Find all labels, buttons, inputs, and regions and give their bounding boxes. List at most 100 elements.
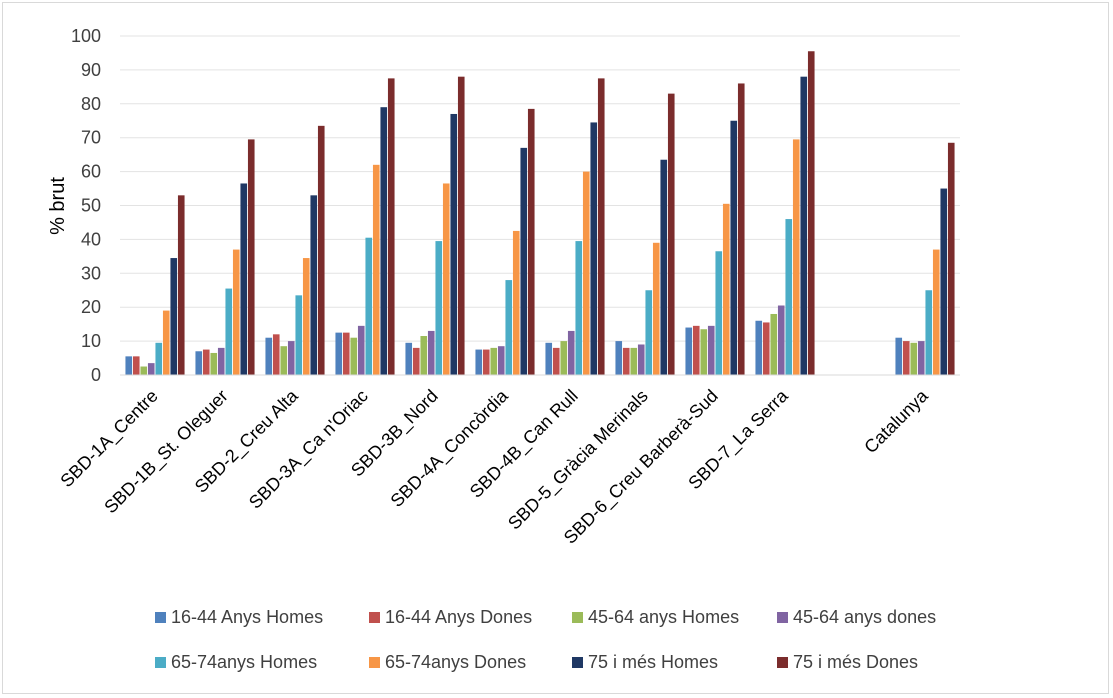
bar bbox=[450, 113, 458, 375]
bar bbox=[737, 83, 745, 376]
bar bbox=[582, 171, 590, 375]
grouped-bar-chart: 0 10 20 30 40 50 60 70 80 90 100 SBD-1A_CentreSBD-… bbox=[47, 26, 960, 672]
y-tick-label: 40 bbox=[81, 229, 101, 249]
bar bbox=[567, 330, 575, 375]
bar bbox=[195, 351, 203, 375]
y-axis-ticks: 0 10 20 30 40 50 60 70 80 90 100 bbox=[71, 26, 101, 385]
bar bbox=[560, 341, 568, 375]
legend-swatch bbox=[572, 612, 583, 623]
legend-label: 16-44 Anys Dones bbox=[385, 607, 532, 627]
bar bbox=[505, 280, 513, 375]
legend-label: 75 i més Dones bbox=[793, 652, 918, 672]
bar bbox=[667, 93, 675, 375]
bar bbox=[545, 342, 553, 375]
bar bbox=[497, 346, 505, 375]
y-tick-label: 80 bbox=[81, 94, 101, 114]
bar bbox=[302, 258, 310, 375]
bar bbox=[457, 76, 465, 376]
bar bbox=[490, 347, 498, 375]
bar bbox=[807, 51, 815, 375]
legend: 16-44 Anys Homes 16-44 Anys Dones 45-64 an… bbox=[155, 607, 936, 672]
legend-swatch bbox=[369, 612, 380, 623]
bar bbox=[902, 341, 910, 375]
bar bbox=[335, 332, 343, 376]
bar bbox=[310, 195, 318, 375]
y-axis-label: % brut bbox=[47, 177, 69, 235]
y-tick-label: 70 bbox=[81, 128, 101, 148]
bar bbox=[692, 325, 700, 375]
bar bbox=[342, 332, 350, 376]
y-tick-label: 50 bbox=[81, 196, 101, 216]
bar bbox=[700, 329, 708, 375]
bar bbox=[520, 147, 528, 375]
bar bbox=[730, 120, 738, 375]
y-tick-label: 30 bbox=[81, 263, 101, 283]
bar bbox=[552, 347, 560, 375]
bar bbox=[295, 295, 303, 375]
bar bbox=[630, 347, 638, 375]
bar bbox=[527, 108, 535, 375]
bar bbox=[125, 356, 133, 375]
bar bbox=[170, 258, 178, 375]
bar bbox=[442, 183, 450, 375]
bar bbox=[785, 219, 793, 375]
legend-swatch bbox=[572, 657, 583, 668]
bar bbox=[155, 342, 163, 375]
bar bbox=[225, 288, 233, 375]
bar bbox=[575, 241, 583, 375]
bar bbox=[910, 342, 918, 375]
bar bbox=[645, 290, 653, 375]
bar bbox=[722, 203, 730, 375]
bar bbox=[707, 325, 715, 375]
bar bbox=[372, 164, 380, 375]
y-tick-label: 10 bbox=[81, 331, 101, 351]
bar bbox=[777, 305, 785, 375]
bar bbox=[512, 230, 520, 375]
x-category-label: SBD-5_Gràcia Merinals bbox=[504, 386, 653, 535]
bar bbox=[685, 327, 693, 375]
bar bbox=[287, 341, 295, 375]
bar bbox=[597, 78, 605, 376]
bar bbox=[427, 330, 435, 375]
gridlines bbox=[120, 35, 960, 342]
legend-label: 45-64 anys dones bbox=[793, 607, 936, 627]
bar bbox=[590, 122, 598, 375]
bar bbox=[637, 344, 645, 375]
bar bbox=[622, 347, 630, 375]
bar bbox=[280, 346, 288, 375]
legend-swatch bbox=[369, 657, 380, 668]
bar bbox=[940, 188, 948, 375]
bar bbox=[162, 310, 170, 375]
bar bbox=[365, 237, 373, 375]
bar bbox=[412, 347, 420, 375]
bar bbox=[792, 139, 800, 375]
y-tick-label: 90 bbox=[81, 60, 101, 80]
legend-swatch bbox=[155, 612, 166, 623]
bar bbox=[420, 336, 428, 375]
x-category-label: SBD-1B_St. Oleguer bbox=[100, 386, 232, 518]
bar bbox=[660, 159, 668, 375]
bar bbox=[932, 249, 940, 375]
bar bbox=[615, 341, 623, 375]
bar bbox=[435, 241, 443, 375]
bar bbox=[147, 363, 155, 375]
bar bbox=[925, 290, 933, 375]
bar bbox=[755, 320, 763, 375]
legend-label: 45-64 anys Homes bbox=[588, 607, 739, 627]
y-tick-label: 20 bbox=[81, 297, 101, 317]
bar bbox=[715, 251, 723, 375]
bar bbox=[380, 107, 388, 375]
legend-label: 75 i més Homes bbox=[588, 652, 718, 672]
bar bbox=[350, 337, 358, 375]
bar bbox=[387, 78, 395, 376]
legend-label: 16-44 Anys Homes bbox=[171, 607, 323, 627]
bar bbox=[272, 334, 280, 375]
bar bbox=[770, 313, 778, 375]
bar bbox=[265, 337, 273, 375]
legend-swatch bbox=[777, 657, 788, 668]
bar bbox=[132, 356, 140, 375]
x-category-label: SBD-4A_Concòrdia bbox=[387, 385, 514, 512]
bar bbox=[177, 195, 185, 375]
y-tick-label: 100 bbox=[71, 26, 101, 46]
